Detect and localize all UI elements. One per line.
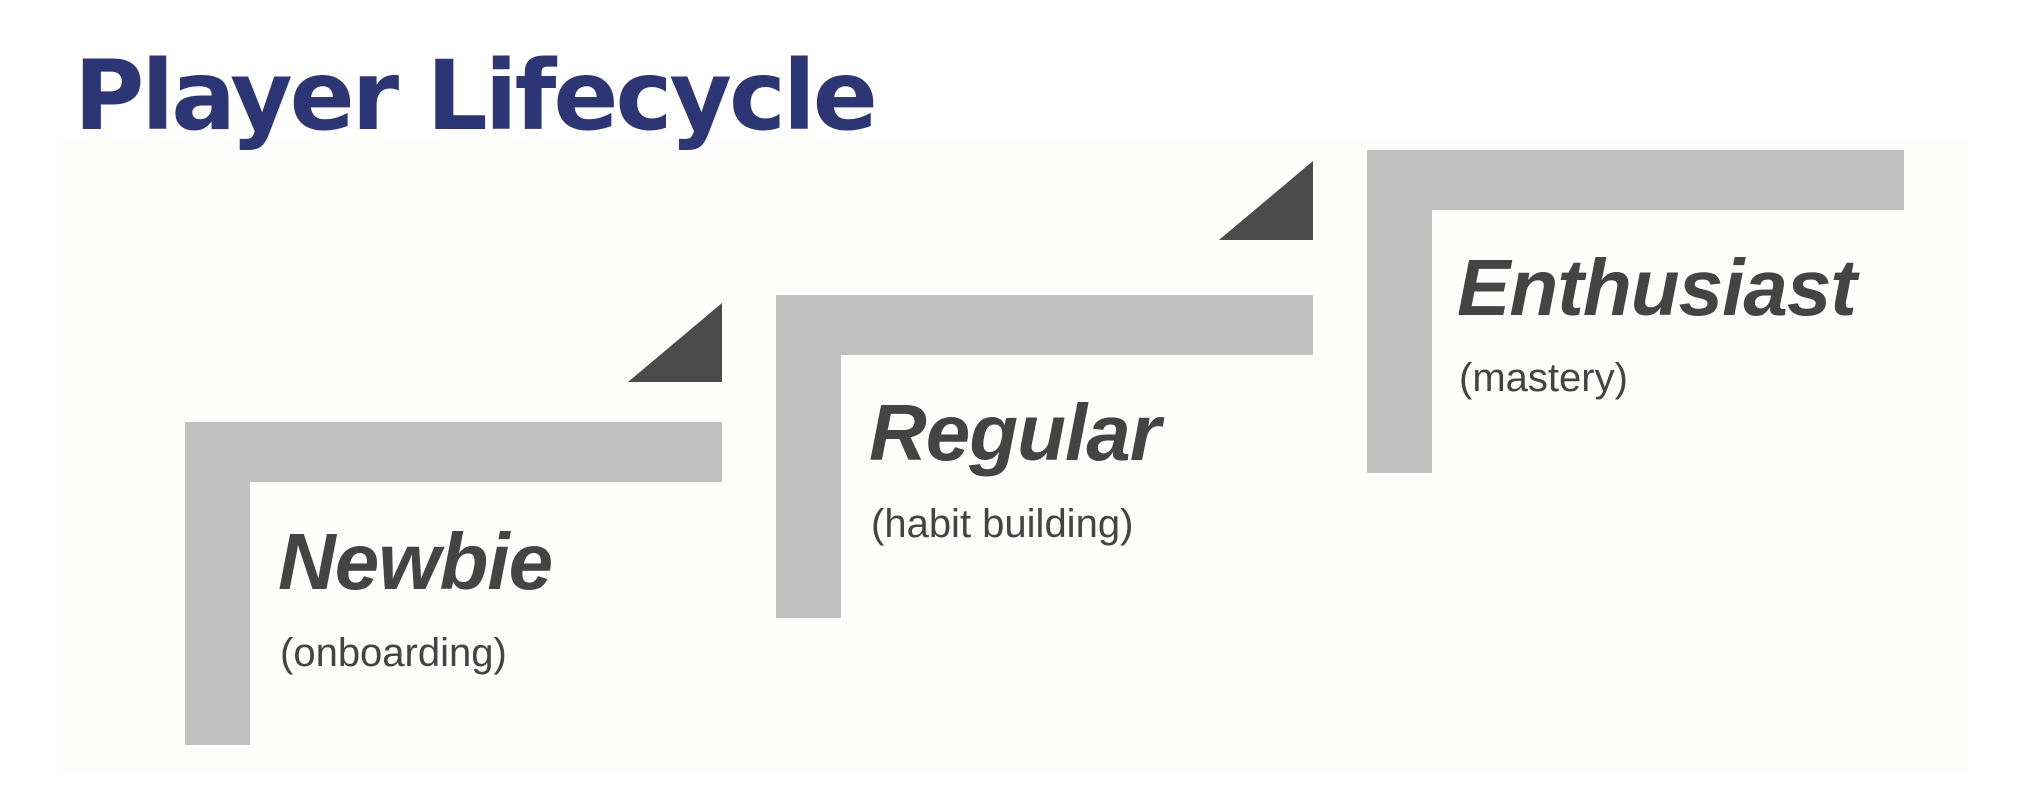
stage-name: Enthusiast <box>1457 243 1860 332</box>
step-up-arrow-icon <box>628 303 722 382</box>
stair-step-bracket <box>185 422 722 745</box>
stage-subtitle: (mastery) <box>1459 356 1628 400</box>
step-up-arrow-icon <box>1219 161 1313 240</box>
stage-subtitle: (habit building) <box>871 502 1133 546</box>
stage-name: Newbie <box>278 517 552 606</box>
stair-step-bracket <box>776 295 1313 618</box>
stage-regular: Regular (habit building) <box>776 161 1313 618</box>
stage-name: Regular <box>869 388 1165 477</box>
stage-subtitle: (onboarding) <box>280 631 507 675</box>
stage-enthusiast: Enthusiast (mastery) <box>1367 150 1904 473</box>
stage-newbie: Newbie (onboarding) <box>185 303 722 745</box>
stair-step-bracket <box>1367 150 1904 473</box>
page-title: Player Lifecycle <box>74 40 878 152</box>
